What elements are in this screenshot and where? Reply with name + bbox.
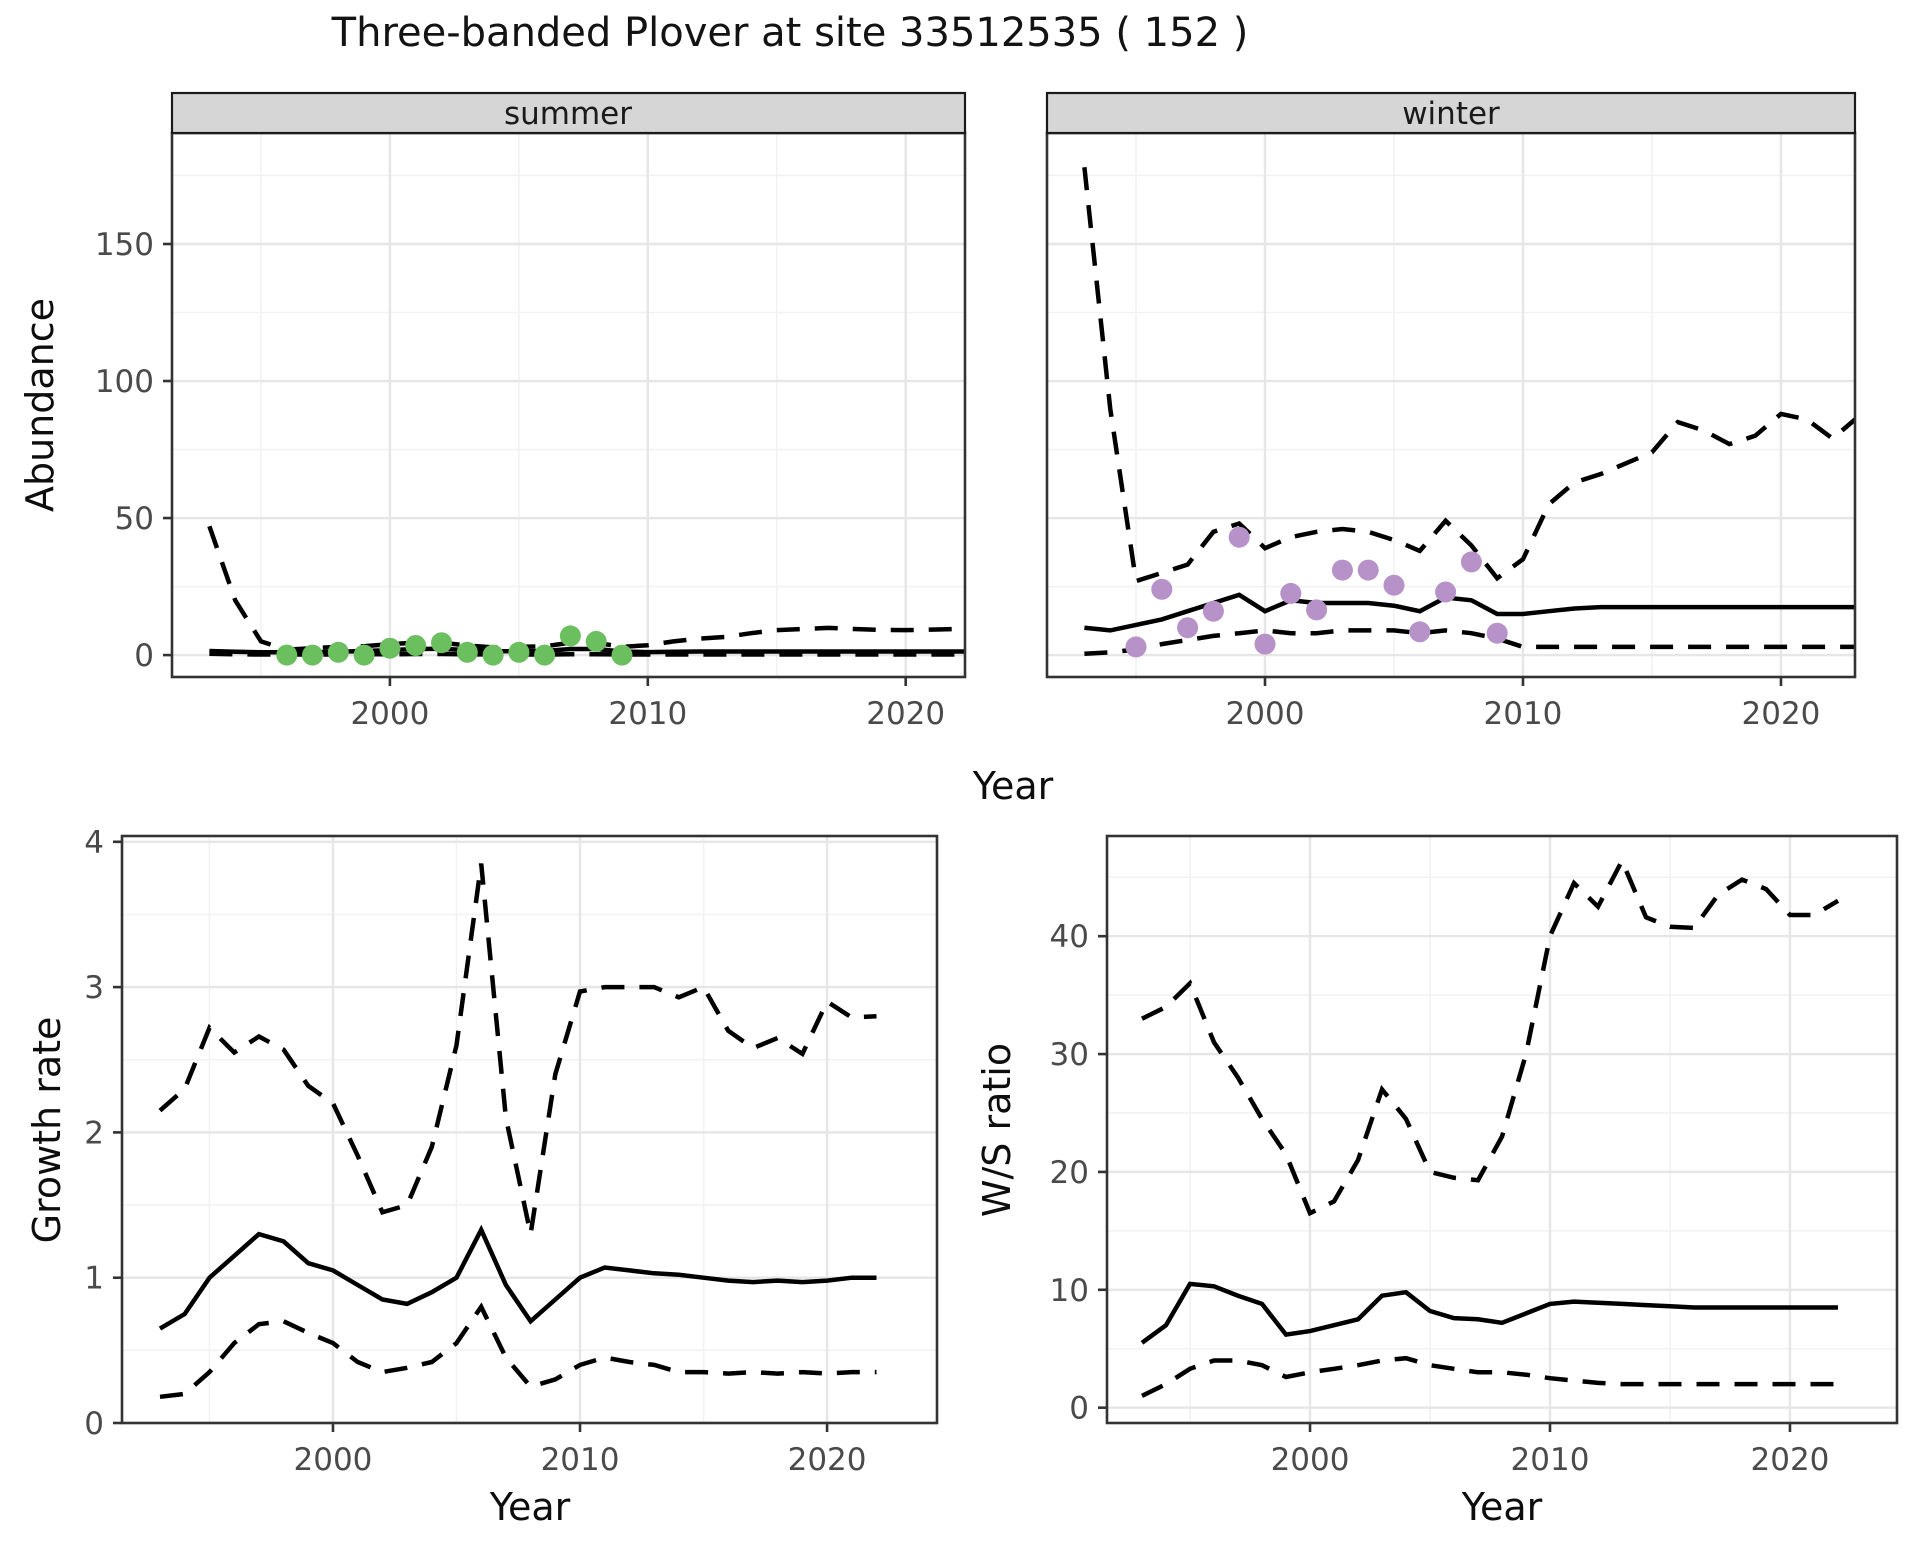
data-point: [1486, 622, 1508, 644]
y-axis-title-abundance: Abundance: [18, 297, 62, 513]
axis-ticks: 2000 2010 2020 0 50 100 150: [95, 227, 945, 732]
x-tick-label: 2010: [1484, 696, 1563, 732]
x-tick-label: 2000: [1226, 696, 1305, 732]
facet-strip-label-summer: summer: [503, 96, 633, 132]
growth-rate-panel: 2000 2010 2020 0 1 2 3 4: [84, 825, 939, 1478]
x-tick-label: 2000: [1271, 1442, 1350, 1478]
axis-ticks: 2000 2010 2020: [1226, 677, 1821, 732]
abundance-winter-observed-points: [1125, 526, 1508, 658]
growth-rate-lower_ci-line: [159, 1302, 877, 1400]
x-tick-label: 2020: [1742, 696, 1821, 732]
data-point: [1357, 559, 1379, 581]
ws-ratio-upper_ci-line: [1141, 855, 1840, 1217]
growth-rate-upper_ci-line: [158, 863, 877, 1235]
y-axis-title-growth-rate: Growth rate: [25, 1016, 69, 1244]
x-tick-label: 2010: [1511, 1442, 1590, 1478]
data-point: [456, 641, 478, 663]
data-point: [1177, 617, 1199, 639]
data-point: [559, 625, 581, 647]
series-lines: [158, 863, 877, 1400]
x-tick-label: 2020: [1751, 1442, 1830, 1478]
data-point: [1306, 599, 1328, 621]
ws-ratio-median-line: [1140, 1281, 1838, 1345]
gridlines: [1047, 133, 1855, 677]
series-lines: [1140, 855, 1840, 1398]
y-tick-label: 4: [84, 825, 104, 861]
data-point: [1151, 578, 1173, 600]
y-tick-label: 10: [1050, 1273, 1089, 1309]
x-tick-label: 2010: [541, 1442, 620, 1478]
y-tick-label: 50: [115, 501, 154, 537]
y-tick-label: 30: [1050, 1037, 1089, 1073]
y-tick-label: 0: [1069, 1391, 1089, 1427]
y-tick-label: 0: [134, 638, 154, 674]
data-point: [1331, 559, 1353, 581]
data-point: [1202, 600, 1224, 622]
data-point: [1280, 582, 1302, 604]
data-point: [1125, 636, 1147, 658]
y-tick-label: 150: [95, 227, 154, 263]
data-point: [1435, 581, 1457, 603]
panel-border: [1105, 834, 1899, 1425]
facet-strip: [1045, 91, 1857, 135]
abundance-winter-panel: 2000 2010 2020: [1045, 91, 1857, 732]
y-tick-label: 3: [84, 970, 104, 1006]
abundance-summer-panel: 2000 2010 2020 0 50 100 150: [95, 91, 967, 732]
data-point: [1409, 621, 1431, 643]
growth-rate-median-line: [158, 1224, 877, 1331]
x-axis-title-ws: Year: [1461, 1485, 1543, 1529]
ws-ratio-lower_ci-line: [1141, 1355, 1838, 1398]
abundance-summer-observed-points: [276, 625, 633, 666]
data-point: [534, 644, 556, 666]
abundance-summer-lower_ci-line: [209, 651, 965, 657]
panel-border: [120, 834, 939, 1425]
facet-strip: [170, 91, 967, 135]
gridlines: [1107, 836, 1897, 1423]
y-tick-label: 0: [84, 1406, 104, 1442]
x-axis-title-growth: Year: [489, 1485, 571, 1529]
axis-ticks: 2000 2010 2020 0 1 2 3 4: [84, 825, 866, 1478]
x-tick-label: 2020: [866, 696, 945, 732]
data-point: [302, 644, 323, 666]
ws-ratio-panel: 2000 2010 2020 0 10 20 30 40: [1050, 834, 1899, 1478]
y-axis-title-ws-ratio: W/S ratio: [975, 1042, 1019, 1218]
y-tick-label: 20: [1050, 1155, 1089, 1191]
data-point: [431, 632, 452, 654]
y-tick-label: 1: [84, 1261, 104, 1297]
x-tick-label: 2010: [608, 696, 687, 732]
figure-title: Three-banded Plover at site 33512535 ( 1…: [331, 10, 1249, 56]
data-point: [1254, 633, 1276, 655]
data-point: [405, 635, 427, 656]
data-point: [1228, 526, 1250, 548]
data-point: [353, 644, 375, 666]
x-axis-title-top: Year: [972, 764, 1054, 808]
x-tick-label: 2000: [294, 1442, 373, 1478]
data-point: [611, 644, 633, 666]
data-point: [327, 641, 349, 663]
abundance-winter-upper_ci-line: [1082, 167, 1855, 585]
data-point: [508, 641, 530, 663]
data-point: [1460, 551, 1482, 573]
y-tick-label: 40: [1050, 919, 1089, 955]
y-tick-label: 2: [84, 1115, 104, 1151]
facet-strip-label-winter: winter: [1402, 96, 1500, 132]
y-tick-label: 100: [95, 364, 154, 400]
data-point: [585, 630, 607, 652]
data-point: [1383, 574, 1405, 596]
data-point: [379, 637, 401, 659]
axis-ticks: 2000 2010 2020 0 10 20 30 40: [1050, 919, 1830, 1478]
data-point: [276, 644, 298, 666]
gridlines: [172, 133, 965, 677]
x-tick-label: 2000: [350, 696, 429, 732]
x-tick-label: 2020: [788, 1442, 867, 1478]
data-point: [482, 644, 504, 666]
abundance-winter-lower_ci-line: [1084, 628, 1855, 656]
